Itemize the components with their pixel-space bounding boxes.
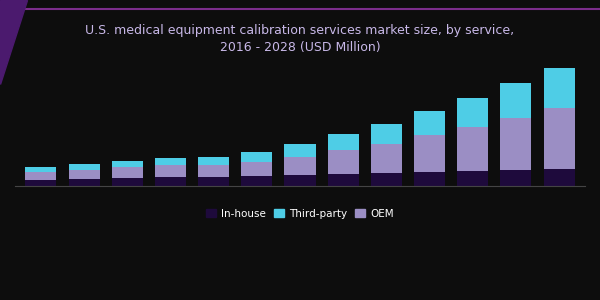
Bar	[112, 178, 143, 186]
Bar	[284, 144, 316, 157]
Bar	[241, 176, 272, 186]
Bar	[544, 68, 575, 108]
Bar	[25, 180, 56, 186]
Bar	[414, 111, 445, 135]
Legend: In-house, Third-party, OEM: In-house, Third-party, OEM	[203, 206, 397, 222]
Bar	[284, 175, 316, 186]
Bar	[414, 135, 445, 172]
Bar	[241, 152, 272, 162]
Bar	[198, 157, 229, 165]
Bar	[371, 124, 402, 143]
Bar	[198, 165, 229, 177]
Bar	[68, 179, 100, 186]
Bar	[155, 177, 186, 186]
Bar	[155, 165, 186, 177]
Bar	[68, 170, 100, 179]
Bar	[457, 171, 488, 186]
Bar	[328, 174, 359, 186]
Bar	[371, 173, 402, 186]
Bar	[241, 162, 272, 176]
Bar	[284, 157, 316, 175]
Bar	[457, 127, 488, 171]
Bar	[500, 83, 532, 118]
Bar	[371, 143, 402, 173]
Bar	[25, 172, 56, 180]
Bar	[25, 167, 56, 172]
Bar	[500, 118, 532, 170]
Bar	[328, 134, 359, 150]
Bar	[544, 169, 575, 186]
Title: U.S. medical equipment calibration services market size, by service,
2016 - 2028: U.S. medical equipment calibration servi…	[85, 24, 515, 54]
Bar	[112, 167, 143, 178]
Bar	[328, 150, 359, 174]
Bar	[155, 158, 186, 165]
Bar	[198, 177, 229, 186]
Bar	[544, 108, 575, 170]
Bar	[500, 170, 532, 186]
Bar	[457, 98, 488, 127]
Bar	[112, 161, 143, 167]
Bar	[68, 164, 100, 170]
Bar	[414, 172, 445, 186]
